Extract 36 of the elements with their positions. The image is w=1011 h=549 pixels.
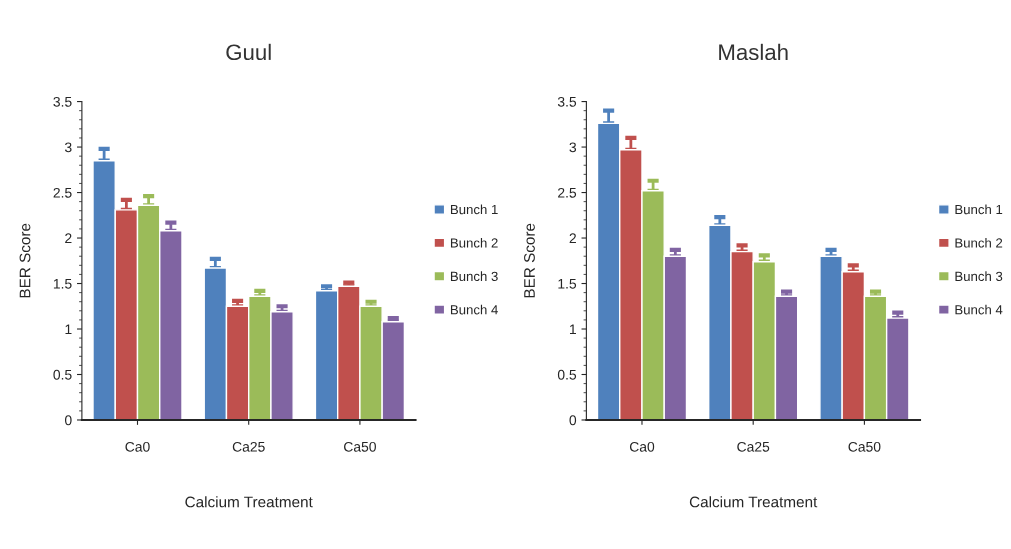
y-tick-label: 1.5 (53, 279, 72, 289)
x-tick-label: Ca0 (629, 441, 655, 452)
y-tick-label: 0.5 (557, 369, 577, 380)
legend-label: Bunch 1 (450, 204, 498, 215)
y-tick-label: 0 (64, 415, 72, 426)
legend-label: Bunch 3 (450, 271, 498, 282)
chart-title: Maslah (719, 43, 788, 61)
y-tick-label: 3.5 (557, 96, 577, 107)
y-tick-label: 0.5 (53, 369, 72, 380)
y-tick-label: 3 (569, 142, 577, 153)
y-tick-label: 2.5 (53, 187, 72, 198)
y-tick-label: 1.5 (558, 279, 577, 289)
y-tick-label: 2.5 (558, 187, 577, 198)
legend-label: Bunch 2 (450, 237, 498, 248)
legend-label: Bunch 1 (955, 204, 1003, 215)
legend-label: Bunch 3 (955, 271, 1003, 282)
x-tick-label: Ca25 (737, 441, 770, 452)
x-axis-title: Calcium Treatment (689, 496, 818, 508)
legend-label: Bunch 4 (955, 304, 1003, 315)
x-tick-label: Ca0 (125, 441, 150, 452)
y-axis-title: BER Score (19, 223, 31, 298)
y-tick-label: 3.5 (53, 96, 72, 107)
y-tick-label: 0 (569, 415, 577, 426)
chart-title: Guul (226, 43, 271, 61)
y-tick-label: 1 (569, 324, 576, 335)
y-tick-label: 1 (65, 324, 72, 335)
y-tick-label: 2 (65, 233, 72, 244)
y-axis-title: BER Score (524, 223, 535, 298)
y-tick-label: 3 (64, 142, 72, 153)
y-tick-label: 2 (569, 233, 576, 244)
x-tick-label: Ca50 (848, 441, 881, 452)
legend-label: Bunch 4 (450, 304, 498, 315)
legend-label: Bunch 2 (955, 237, 1003, 248)
x-axis-title: Calcium Treatment (185, 496, 313, 508)
x-tick-label: Ca25 (232, 441, 265, 452)
x-tick-label: Ca50 (344, 441, 376, 452)
